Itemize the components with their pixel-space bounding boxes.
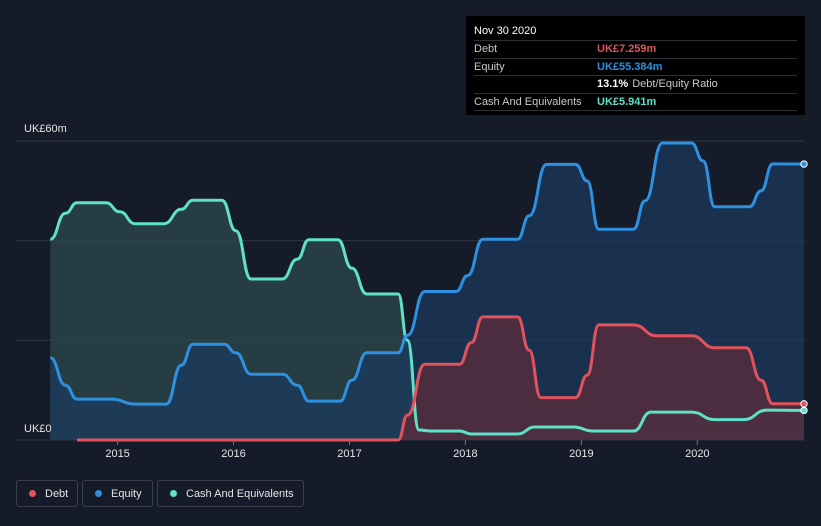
y-axis-bottom-label: UK£0 [24, 423, 52, 435]
series-lines [49, 141, 805, 442]
x-tick-label-2019: 2019 [569, 448, 593, 460]
tooltip-ratio-label: Debt/Equity Ratio [632, 78, 718, 90]
debt-end-marker [800, 400, 808, 408]
tooltip-equity-label: Equity [474, 60, 505, 73]
equity-line [49, 141, 805, 406]
legend-cash[interactable]: Cash And Equivalents [157, 480, 304, 507]
tooltip-ratio-value: 13.1% [597, 78, 629, 90]
series-end-markers [800, 160, 808, 415]
x-tick-label-2018: 2018 [453, 448, 477, 460]
cash-end-marker [800, 406, 808, 415]
tooltip-cash-label: Cash And Equivalents [474, 95, 582, 108]
debt-line [77, 315, 804, 442]
x-tick-label-2016: 2016 [221, 448, 245, 460]
tooltip-date: Nov 30 2020 [474, 25, 537, 37]
tooltip-equity-row: Equity UK£55.384m [474, 57, 797, 76]
legend-equity-dot [95, 490, 102, 497]
tooltip-equity-value: UK£55.384m [597, 60, 663, 73]
cash-line [49, 198, 805, 436]
x-axis-ticks: 2015 2016 2017 2018 2019 2020 [105, 440, 710, 460]
legend-equity-label: Equity [111, 487, 142, 500]
x-tick-label-2015: 2015 [105, 448, 129, 460]
tooltip-debt-value: UK£7.259m [597, 43, 657, 55]
tooltip-debt-row: Debt UK£7.259m [474, 40, 797, 58]
tooltip-cash-row: Cash And Equivalents UK£5.941m [474, 92, 797, 111]
debt-area [77, 316, 804, 440]
tooltip-cash-value: UK£5.941m [597, 95, 657, 108]
legend-cash-label: Cash And Equivalents [186, 487, 294, 500]
legend-debt-label: Debt [45, 487, 69, 500]
tooltip-ratio-row: 13.1% Debt/Equity Ratio [474, 75, 797, 93]
y-axis-top-label: UK£60m [24, 123, 67, 135]
tooltip-debt-label: Debt [474, 43, 498, 55]
equity-end-marker [800, 160, 808, 168]
legend-debt[interactable]: Debt [16, 480, 78, 507]
legend-equity[interactable]: Equity [82, 480, 153, 507]
data-tooltip: Nov 30 2020 Debt UK£7.259m Equity UK£55.… [466, 16, 805, 115]
x-tick-label-2017: 2017 [337, 448, 361, 460]
legend-debt-dot [29, 490, 36, 497]
x-tick-label-2020: 2020 [685, 448, 709, 460]
legend-cash-dot [170, 490, 177, 497]
